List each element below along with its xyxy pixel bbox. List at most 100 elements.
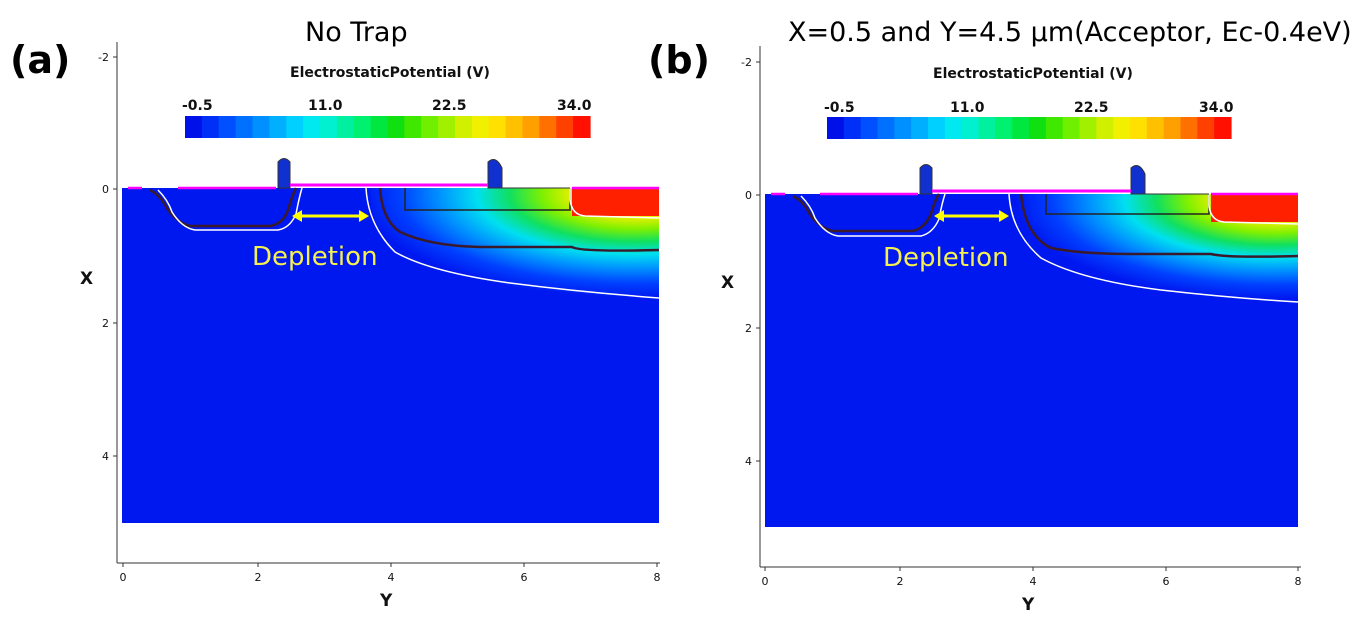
- colorbar-swatch: [1029, 117, 1047, 139]
- x-tick-label: -2: [741, 56, 752, 69]
- colorbar-tick: -0.5: [182, 98, 213, 114]
- colorbar-swatch: [961, 117, 980, 139]
- colorbar-swatch: [488, 116, 507, 138]
- source-junction: [792, 193, 941, 233]
- y-axis-label: Y: [1021, 595, 1035, 615]
- colorbar-swatch: [978, 117, 996, 139]
- colorbar-swatch: [1214, 117, 1232, 139]
- colorbar-swatch: [556, 116, 574, 138]
- source-junction: [149, 187, 298, 228]
- potential-plot: -2 0 2 4 0 2 4 6 8 X Y ElectrostaticPotential (…: [721, 46, 1302, 615]
- colorbar-swatch: [201, 116, 220, 138]
- y-tick-label: 6: [521, 571, 528, 584]
- colorbar-swatch: [336, 116, 355, 138]
- y-tick-label: 4: [388, 571, 395, 584]
- colorbar-swatch: [877, 117, 895, 139]
- source-boundary: [157, 187, 303, 231]
- panel-b: (b) X=0.5 and Y=4.5 μm(Acceptor, Ec-0.4e…: [641, 0, 1352, 622]
- x-tick-label: 0: [102, 183, 109, 196]
- drain-boundary: [569, 188, 660, 219]
- y-tick-label: 2: [255, 571, 262, 584]
- y-tick-label: 8: [654, 571, 661, 584]
- colorbar-swatch: [843, 117, 862, 139]
- depletion-boundary: [1008, 193, 1299, 303]
- colorbar-tick: 22.5: [1074, 100, 1109, 116]
- colorbar-swatch: [471, 116, 490, 138]
- colorbar-title: ElectrostaticPotential (V): [933, 66, 1133, 82]
- colorbar-swatch: [320, 116, 338, 138]
- colorbar-swatch: [911, 117, 929, 139]
- y-tick-label: 0: [762, 575, 769, 588]
- panel-title: No Trap: [305, 17, 408, 48]
- colorbar-swatch: [1079, 117, 1097, 139]
- colorbar-swatch: [1146, 117, 1165, 139]
- colorbar-tick: -0.5: [824, 100, 855, 116]
- colorbar-swatch: [1163, 117, 1182, 139]
- colorbar-swatch: [370, 116, 389, 138]
- colorbar-swatch: [1062, 117, 1081, 139]
- drift-junction: [1019, 193, 1299, 258]
- colorbar-swatch: [539, 116, 557, 138]
- colorbar-swatch: [455, 116, 473, 138]
- colorbar-tick: 34.0: [557, 98, 592, 114]
- y-tick-label: 4: [1030, 575, 1037, 588]
- arrow-head-left: [934, 210, 944, 222]
- depletion-label: Depletion: [252, 242, 378, 272]
- colorbar-swatch: [235, 116, 254, 138]
- drain-boundary: [1208, 194, 1299, 225]
- panel-label: (a): [10, 38, 71, 82]
- colorbar-swatch: [218, 116, 237, 138]
- colorbar-swatch: [573, 116, 591, 138]
- colorbar-title: ElectrostaticPotential (V): [290, 65, 490, 81]
- y-tick-label: 0: [120, 571, 127, 584]
- colorbar-swatch: [252, 116, 270, 138]
- depletion-boundary: [365, 187, 660, 299]
- x-axis-label: X: [80, 269, 93, 289]
- panel-label: (b): [648, 38, 710, 82]
- depletion-label: Depletion: [883, 243, 1009, 273]
- colorbar-swatch: [1180, 117, 1198, 139]
- colorbar-swatch: [1045, 117, 1064, 139]
- colorbar-swatch: [185, 116, 203, 138]
- gate-spacer-right: [1130, 165, 1146, 195]
- x-tick-label: -2: [98, 51, 109, 64]
- colorbar-swatch: [1113, 117, 1131, 139]
- colorbar-swatch: [505, 116, 524, 138]
- colorbar-swatch: [894, 117, 912, 139]
- potential-plot: -2 0 2 4 0 2 4 6 8 X Y ElectrostaticPotential (…: [80, 42, 661, 611]
- colorbar: [827, 117, 1232, 139]
- colorbar-swatch: [1012, 117, 1030, 139]
- colorbar-swatch: [438, 116, 456, 138]
- colorbar-swatch: [944, 117, 963, 139]
- colorbar-tick: 22.5: [432, 98, 467, 114]
- y-axis-label: Y: [379, 591, 393, 611]
- colorbar-swatch: [995, 117, 1013, 139]
- x-tick-label: 0: [745, 189, 752, 202]
- x-tick-label: 4: [745, 455, 752, 468]
- colorbar-swatch: [269, 116, 287, 138]
- colorbar-swatch: [928, 117, 946, 139]
- colorbar-tick: 34.0: [1199, 100, 1234, 116]
- colorbar-swatch: [404, 116, 422, 138]
- colorbar-swatch: [1197, 117, 1215, 139]
- drain-contact-region: [572, 188, 659, 216]
- colorbar-swatch: [303, 116, 321, 138]
- drift-junction: [378, 187, 660, 252]
- colorbar-tick: 11.0: [308, 98, 343, 114]
- x-tick-label: 4: [102, 450, 109, 463]
- colorbar-swatch: [387, 116, 405, 138]
- colorbar-swatch: [522, 116, 540, 138]
- arrow-head-left: [292, 210, 302, 222]
- source-boundary: [800, 193, 946, 237]
- arrow-head-right: [359, 210, 369, 222]
- y-tick-label: 6: [1163, 575, 1170, 588]
- x-axis-label: X: [721, 273, 734, 293]
- gate-spacer-right: [487, 159, 503, 189]
- colorbar: [185, 116, 591, 138]
- panel-title: X=0.5 and Y=4.5 μm(Acceptor, Ec-0.4eV): [788, 17, 1352, 48]
- arrow-head-right: [999, 210, 1009, 222]
- gate-spacer-left: [277, 158, 291, 189]
- colorbar-swatch: [860, 117, 879, 139]
- gate-spacer-left: [919, 164, 933, 195]
- colorbar-tick: 11.0: [950, 100, 985, 116]
